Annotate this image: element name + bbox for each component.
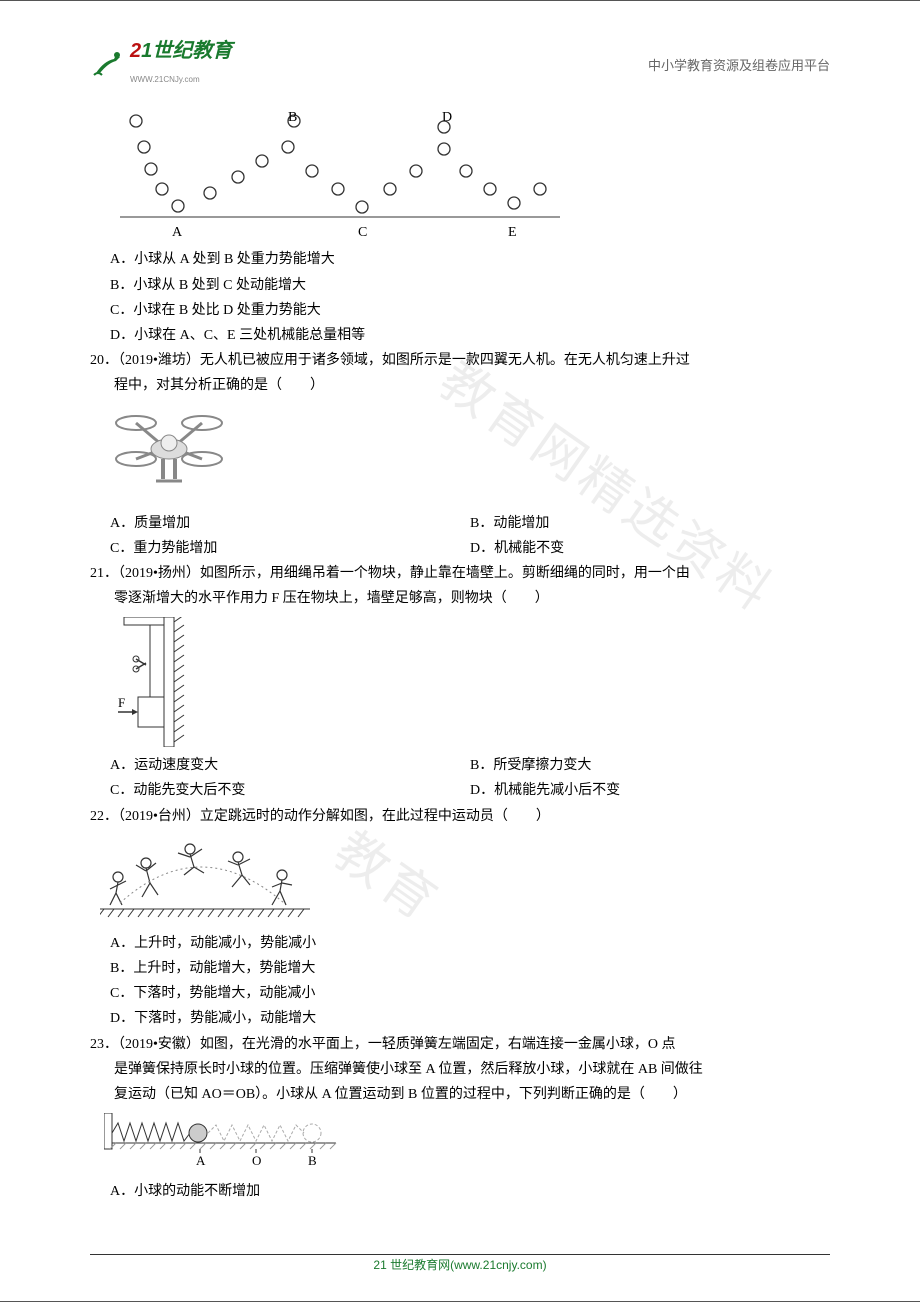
svg-text:B: B [288, 111, 297, 125]
q20-figure [114, 405, 830, 505]
q20-opt-a: A．质量增加 [110, 511, 470, 536]
q21-num: 21． [90, 566, 118, 581]
q23-figure: A O B [104, 1113, 830, 1173]
q19-opt-c: C．小球在 B 处比 D 处重力势能大 [110, 298, 830, 323]
q20-opt-d: D．机械能不变 [470, 536, 830, 561]
q22-opt-c: C．下落时，势能增大，动能减小 [110, 981, 830, 1006]
q20-stem: 20．（2019•潍坊）无人机已被应用于诸多领域，如图所示是一款四翼无人机。在无… [90, 348, 830, 373]
svg-text:C: C [358, 225, 367, 240]
q22-opt-a: A．上升时，动能减小，势能减小 [110, 931, 830, 956]
logo-icon [90, 45, 124, 88]
q20-opt-c: C．重力势能增加 [110, 536, 470, 561]
q22-opt-d: D．下落时，势能减小，动能增大 [110, 1006, 830, 1031]
footer-text: 21 世纪教育网(www.21cnjy.com) [0, 1255, 920, 1277]
q22-num: 22． [90, 809, 118, 824]
q22-figure [100, 835, 830, 925]
svg-text:A: A [196, 1153, 206, 1168]
svg-text:E: E [508, 225, 517, 240]
svg-text:F: F [118, 695, 125, 710]
q21-stem: 21．（2019•扬州）如图所示，用细绳吊着一个物块，静止靠在墙壁上。剪断细绳的… [90, 561, 830, 586]
q21-opt-c: C．动能先变大后不变 [110, 778, 470, 803]
svg-text:A: A [172, 225, 183, 240]
q21-opt-d: D．机械能先减小后不变 [470, 778, 830, 803]
q22-stem: 22．（2019•台州）立定跳远时的动作分解如图，在此过程中运动员（ ） [90, 804, 830, 829]
q20-num: 20． [90, 353, 118, 368]
logo: 21世纪教育 WWW.21CNJy.com [90, 41, 232, 91]
logo-url: WWW.21CNJy.com [130, 75, 200, 84]
q21-opt-b: B．所受摩擦力变大 [470, 753, 830, 778]
q20-stem-cont: 程中，对其分析正确的是（ ） [90, 373, 830, 398]
q19-opt-d: D．小球在 A、C、E 三处机械能总量相等 [110, 323, 830, 348]
q21-opt-a: A．运动速度变大 [110, 753, 470, 778]
q23-stem: 23．（2019•安徽）如图，在光滑的水平面上，一轻质弹簧左端固定，右端连接一金… [90, 1032, 830, 1057]
q19-figure: A B C D E [110, 111, 830, 241]
svg-text:D: D [442, 111, 452, 125]
q19-opt-a: A．小球从 A 处到 B 处重力势能增大 [110, 247, 830, 272]
q23-opt-a: A．小球的动能不断增加 [110, 1179, 830, 1204]
q23-num: 23． [90, 1037, 118, 1052]
q21-figure: F [114, 617, 830, 747]
q21-stem-cont: 零逐渐增大的水平作用力 F 压在物块上，墙壁足够高，则物块（ ） [90, 586, 830, 611]
svg-text:B: B [308, 1153, 317, 1168]
header-right-text: 中小学教育资源及组卷应用平台 [648, 54, 830, 77]
q19-opt-b: B．小球从 B 处到 C 处动能增大 [110, 273, 830, 298]
logo-title: 21世纪教育 [130, 40, 232, 62]
q22-opt-b: B．上升时，动能增大，势能增大 [110, 956, 830, 981]
q20-opt-b: B．动能增加 [470, 511, 830, 536]
svg-text:O: O [252, 1153, 261, 1168]
